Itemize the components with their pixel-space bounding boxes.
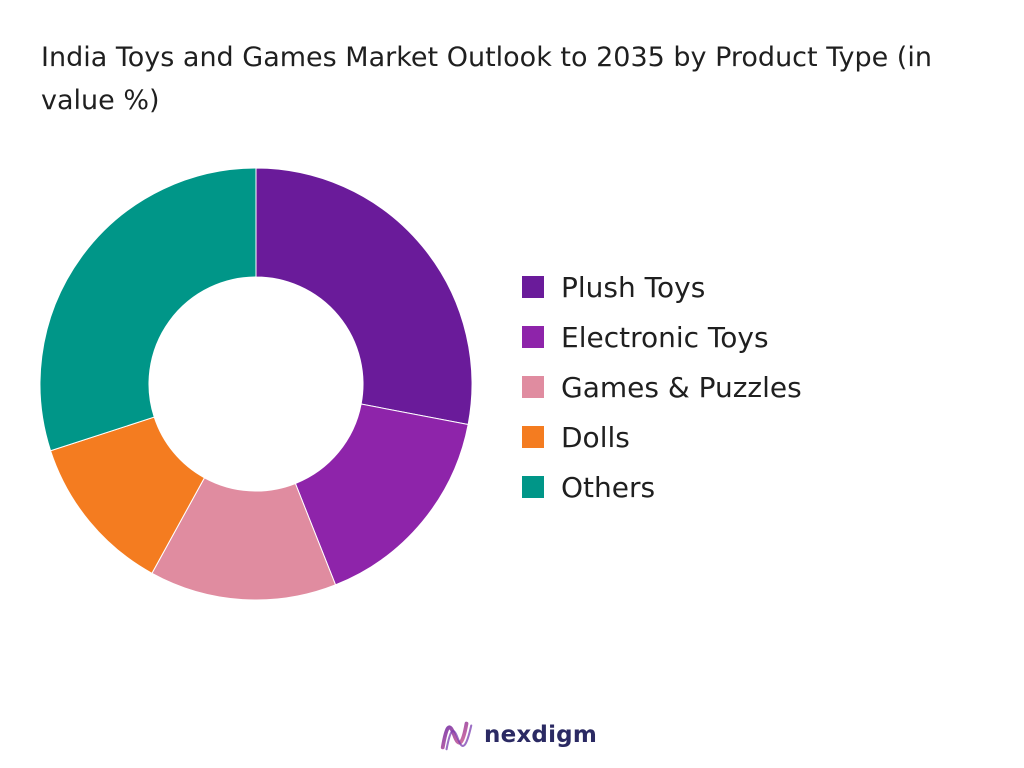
nexdigm-logo-icon	[440, 721, 473, 751]
legend-item-others: Others	[522, 462, 802, 512]
slice-plush-toys	[255, 167, 473, 426]
legend-label: Games & Puzzles	[561, 370, 802, 404]
legend-item-dolls: Dolls	[522, 412, 802, 462]
legend-label: Electronic Toys	[561, 320, 769, 354]
donut-slices	[39, 167, 473, 601]
legend-item-games-puzzles: Games & Puzzles	[522, 362, 802, 412]
legend-label: Others	[561, 470, 656, 504]
slice-electronic-toys	[294, 403, 469, 586]
legend-swatch	[522, 476, 544, 498]
legend-swatch	[522, 326, 544, 348]
legend-item-plush-toys: Plush Toys	[522, 262, 802, 312]
legend-swatch	[522, 426, 544, 448]
brand-name: nexdigm	[484, 722, 597, 748]
legend-swatch	[522, 276, 544, 298]
legend-label: Dolls	[561, 420, 630, 454]
legend-label: Plush Toys	[561, 270, 706, 304]
chart-legend: Plush Toys Electronic Toys Games & Puzzles…	[522, 262, 802, 512]
slice-games-puzzles	[151, 477, 337, 601]
slice-others	[39, 167, 257, 452]
legend-swatch	[522, 376, 544, 398]
donut-chart	[39, 167, 473, 601]
legend-item-electronic-toys: Electronic Toys	[522, 312, 802, 362]
chart-title: India Toys and Games Market Outlook to 2…	[41, 42, 932, 116]
brand-logo: nexdigm	[438, 716, 597, 754]
